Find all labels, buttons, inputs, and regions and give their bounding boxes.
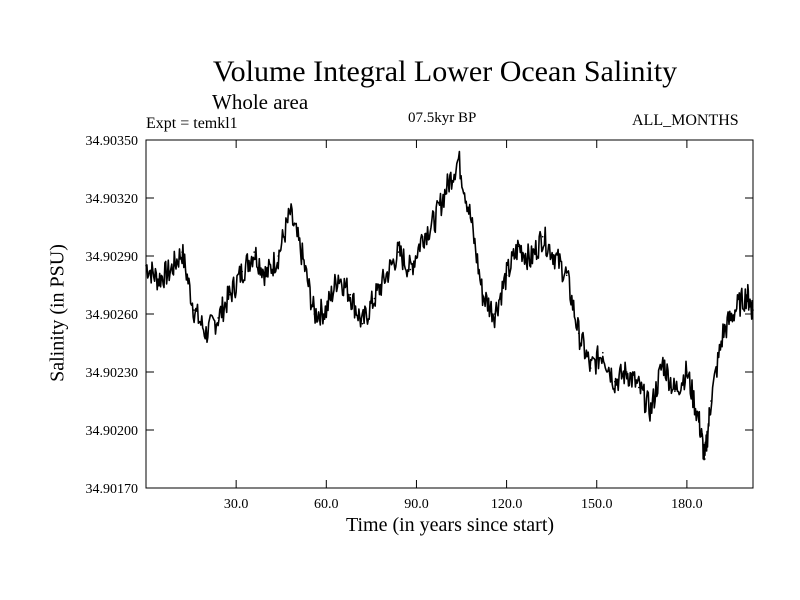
x-tick-label: 120.0 (491, 497, 523, 512)
data-point (145, 264, 147, 267)
x-tick-label: 30.0 (224, 497, 249, 512)
period-label: 07.5kyr BP (408, 110, 477, 126)
data-point (481, 293, 484, 296)
experiment-label: Expt = temkl1 (146, 115, 238, 132)
y-tick-label: 34.90290 (86, 250, 139, 265)
x-axis-label: Time (in years since start) (345, 514, 555, 536)
data-point (674, 390, 676, 393)
data-point (553, 255, 556, 257)
data-point (301, 255, 304, 257)
data-point (469, 216, 472, 219)
data-point (445, 187, 448, 190)
data-point (181, 251, 183, 253)
x-tick-label: 90.0 (404, 497, 429, 512)
x-tick-label: 150.0 (581, 497, 613, 512)
data-point (421, 235, 424, 238)
data-point (650, 409, 652, 412)
data-point (373, 297, 376, 300)
data-point (662, 361, 664, 364)
chart-subtitle: Whole area (212, 90, 309, 114)
data-point (752, 309, 754, 311)
data-point (157, 278, 159, 281)
data-point (734, 309, 736, 311)
y-tick-label: 34.90170 (86, 482, 139, 497)
y-tick-label: 34.90230 (86, 366, 139, 381)
data-point (217, 317, 219, 319)
data-point (710, 400, 712, 402)
data-point (457, 158, 460, 161)
data-point (698, 419, 700, 422)
data-point (337, 274, 340, 277)
data-point (602, 351, 604, 354)
data-point (205, 332, 207, 335)
data-point (169, 270, 171, 273)
data-point (289, 212, 292, 215)
data-point (565, 274, 568, 277)
y-tick-label: 34.90260 (86, 308, 139, 323)
data-point (361, 322, 364, 325)
data-point (529, 259, 532, 261)
data-point (253, 251, 255, 253)
data-point (541, 235, 544, 238)
x-tick-label: 60.0 (314, 497, 339, 512)
y-tick-label: 34.90200 (86, 424, 139, 439)
data-point (577, 332, 580, 335)
salinity-series-line (145, 150, 754, 461)
data-point (433, 220, 436, 222)
months-label: ALL_MONTHS (632, 112, 739, 129)
data-point (505, 274, 508, 277)
y-tick-label: 34.90350 (86, 134, 139, 149)
data-point (229, 293, 231, 296)
x-tick-label: 180.0 (671, 497, 703, 512)
data-point (517, 245, 520, 248)
chart-title: Volume Integral Lower Ocean Salinity (212, 55, 678, 88)
data-point (397, 251, 400, 253)
data-point (638, 386, 640, 389)
data-point (385, 274, 388, 277)
data-point (686, 371, 688, 373)
data-point (722, 332, 724, 335)
y-tick-label: 34.90320 (86, 192, 139, 207)
data-point (493, 313, 496, 315)
data-point (241, 270, 243, 273)
data-point (704, 458, 706, 460)
data-point (746, 293, 748, 296)
data-point (626, 371, 628, 373)
data-point (349, 293, 352, 296)
data-point (313, 313, 316, 315)
data-point (277, 255, 280, 257)
data-point (193, 309, 195, 311)
data-point (409, 268, 412, 271)
data-point (614, 380, 616, 383)
data-point (265, 274, 268, 277)
data-point (589, 367, 592, 369)
data-point (325, 309, 328, 311)
